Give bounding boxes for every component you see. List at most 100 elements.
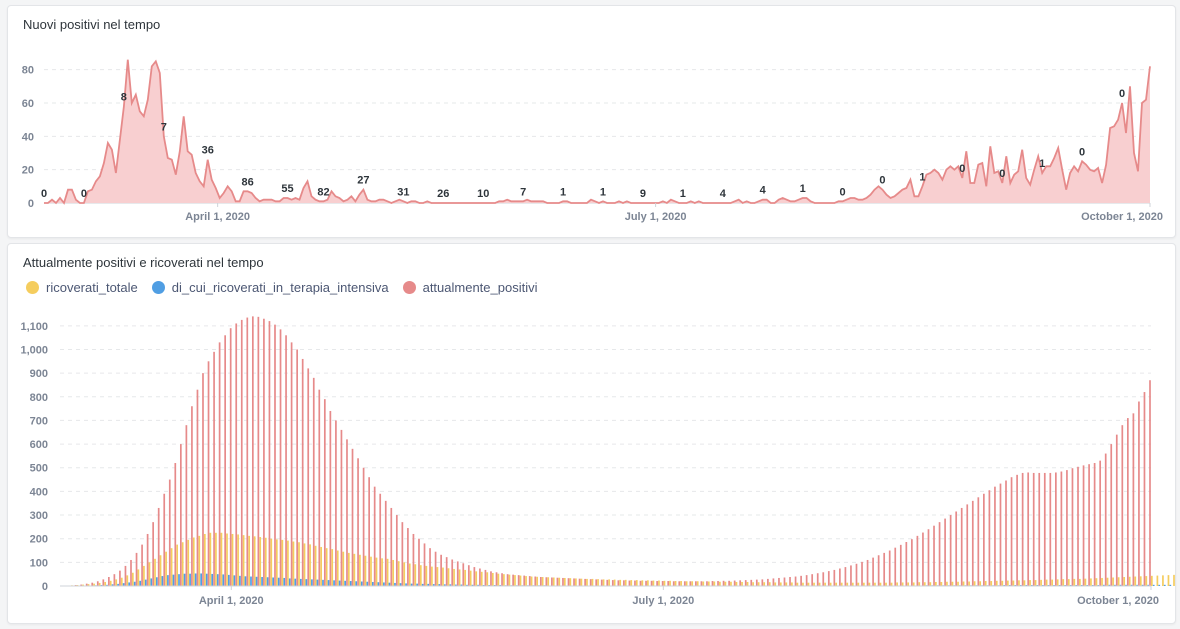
bar bbox=[1114, 584, 1116, 586]
bar bbox=[458, 569, 461, 586]
bar bbox=[467, 565, 470, 586]
bar bbox=[237, 534, 239, 586]
bar bbox=[296, 349, 298, 586]
bar bbox=[763, 582, 766, 586]
bar bbox=[1132, 413, 1135, 586]
bar bbox=[460, 584, 463, 586]
bar bbox=[106, 584, 108, 586]
bar bbox=[768, 582, 771, 586]
bar bbox=[248, 535, 250, 586]
bar bbox=[368, 477, 370, 586]
y-tick-label: 900 bbox=[30, 368, 48, 380]
bar bbox=[379, 493, 382, 586]
bar bbox=[839, 568, 841, 586]
bar bbox=[794, 576, 797, 586]
bar bbox=[346, 439, 348, 586]
bar bbox=[351, 448, 354, 586]
bar bbox=[1145, 576, 1148, 586]
bar bbox=[281, 539, 284, 586]
bar bbox=[968, 581, 970, 586]
bar bbox=[923, 582, 926, 586]
data-label: 55 bbox=[281, 183, 293, 195]
bar bbox=[185, 425, 188, 586]
bar bbox=[1123, 577, 1126, 586]
bar bbox=[1095, 578, 1098, 586]
bar bbox=[146, 533, 149, 586]
bar bbox=[294, 578, 297, 586]
bar bbox=[386, 558, 389, 586]
bar bbox=[377, 582, 380, 586]
bar bbox=[816, 573, 819, 586]
bar bbox=[443, 584, 446, 586]
bar bbox=[275, 539, 278, 586]
legend-item-attualmente-positivi[interactable]: attualmente_positivi bbox=[402, 280, 538, 295]
bar bbox=[829, 582, 832, 586]
bar bbox=[128, 582, 130, 586]
bar bbox=[733, 580, 736, 586]
bar bbox=[108, 577, 110, 586]
bar bbox=[1007, 580, 1009, 586]
bar bbox=[530, 576, 533, 586]
legend-dot-icon bbox=[402, 281, 416, 294]
bar bbox=[796, 582, 799, 586]
bar bbox=[314, 545, 317, 586]
bar bbox=[323, 399, 326, 586]
bar bbox=[1055, 472, 1057, 586]
bar bbox=[143, 565, 145, 586]
bar bbox=[179, 444, 182, 586]
y-tick-label: 800 bbox=[30, 392, 48, 404]
bar bbox=[556, 577, 559, 586]
bar bbox=[167, 575, 169, 586]
bar bbox=[1167, 575, 1170, 586]
bar bbox=[224, 335, 226, 586]
bar bbox=[336, 550, 339, 586]
y-tick-label: 200 bbox=[30, 534, 48, 546]
bar bbox=[200, 573, 202, 586]
data-label: 0 bbox=[1119, 88, 1125, 100]
bar bbox=[141, 544, 143, 586]
bar bbox=[388, 582, 391, 586]
bar bbox=[87, 584, 90, 586]
bar bbox=[1010, 477, 1013, 586]
bar bbox=[333, 580, 335, 586]
legend-item-terapia-intensiva[interactable]: di_cui_ricoverati_in_terapia_intensiva bbox=[151, 280, 389, 295]
bar bbox=[835, 582, 838, 586]
bar bbox=[408, 563, 411, 586]
bar bbox=[539, 577, 542, 586]
bar bbox=[403, 562, 406, 586]
bar bbox=[325, 548, 328, 586]
bar bbox=[154, 558, 156, 586]
bar bbox=[984, 581, 987, 586]
bar bbox=[189, 573, 191, 586]
bar bbox=[347, 552, 350, 586]
bar bbox=[139, 580, 142, 586]
bar bbox=[547, 577, 550, 586]
bar bbox=[1060, 471, 1063, 586]
bar bbox=[1106, 577, 1109, 586]
bar bbox=[495, 572, 498, 586]
bar bbox=[455, 584, 457, 586]
bar bbox=[874, 582, 876, 586]
data-label: 1 bbox=[800, 183, 806, 195]
bar bbox=[717, 581, 719, 586]
bar bbox=[1115, 434, 1118, 586]
bar bbox=[696, 581, 699, 586]
bar bbox=[672, 581, 675, 586]
bar bbox=[514, 575, 516, 586]
x-tick-label: April 1, 2020 bbox=[199, 595, 264, 607]
data-label: 0 bbox=[1079, 146, 1085, 158]
bar bbox=[750, 579, 753, 586]
bar bbox=[813, 582, 815, 586]
bar bbox=[423, 543, 426, 586]
bar bbox=[563, 577, 566, 586]
legend-item-ricoverati[interactable]: ricoverati_totale bbox=[26, 280, 138, 295]
bar bbox=[802, 582, 804, 586]
bar bbox=[933, 525, 935, 586]
bar bbox=[340, 429, 343, 586]
bar bbox=[877, 555, 880, 586]
data-label: 7 bbox=[520, 186, 526, 198]
bar bbox=[445, 557, 448, 586]
bar bbox=[311, 579, 313, 586]
bar bbox=[205, 573, 208, 586]
bar bbox=[674, 581, 677, 586]
